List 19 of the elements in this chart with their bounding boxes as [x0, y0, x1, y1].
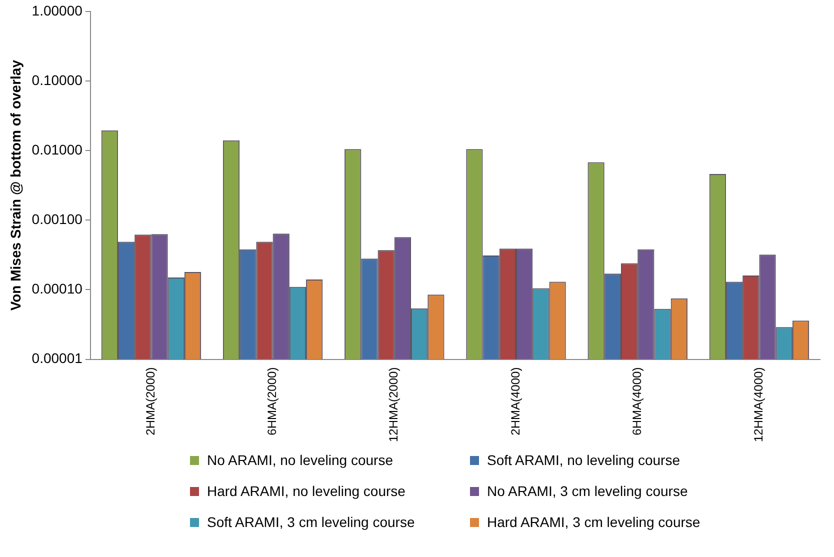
y-tick-label: 0.01000 [32, 141, 83, 158]
legend-label: Soft ARAMI, no leveling course [487, 452, 680, 468]
legend-label: No ARAMI, no leveling course [207, 452, 393, 468]
x-tick-label: 6HMA(2000) [265, 367, 280, 436]
y-tick-label: 0.10000 [32, 72, 83, 88]
legend-label: Soft ARAMI, 3 cm leveling course [207, 514, 415, 530]
x-tick-label: 2HMA(4000) [508, 367, 522, 436]
x-tick-label: 6HMA(4000) [630, 367, 644, 436]
legend-label: No ARAMI, 3 cm leveling course [487, 483, 688, 499]
y-tick-label: 0.00001 [32, 350, 83, 366]
legend-label: Hard ARAMI, 3 cm leveling course [487, 514, 700, 530]
y-tick-label: 1.00000 [32, 2, 83, 18]
x-tick-label: 2HMA(2000) [144, 367, 158, 436]
y-tick-label: 0.00100 [32, 211, 83, 227]
legend-label: Hard ARAMI, no leveling course [207, 483, 406, 499]
x-tick-label: 12HMA(4000) [752, 367, 766, 442]
x-tick-label: 12HMA(2000) [386, 367, 401, 442]
y-axis-title: Von Mises Strain @ bottom of overlay [7, 60, 24, 311]
y-tick-label: 0.00010 [32, 280, 83, 297]
